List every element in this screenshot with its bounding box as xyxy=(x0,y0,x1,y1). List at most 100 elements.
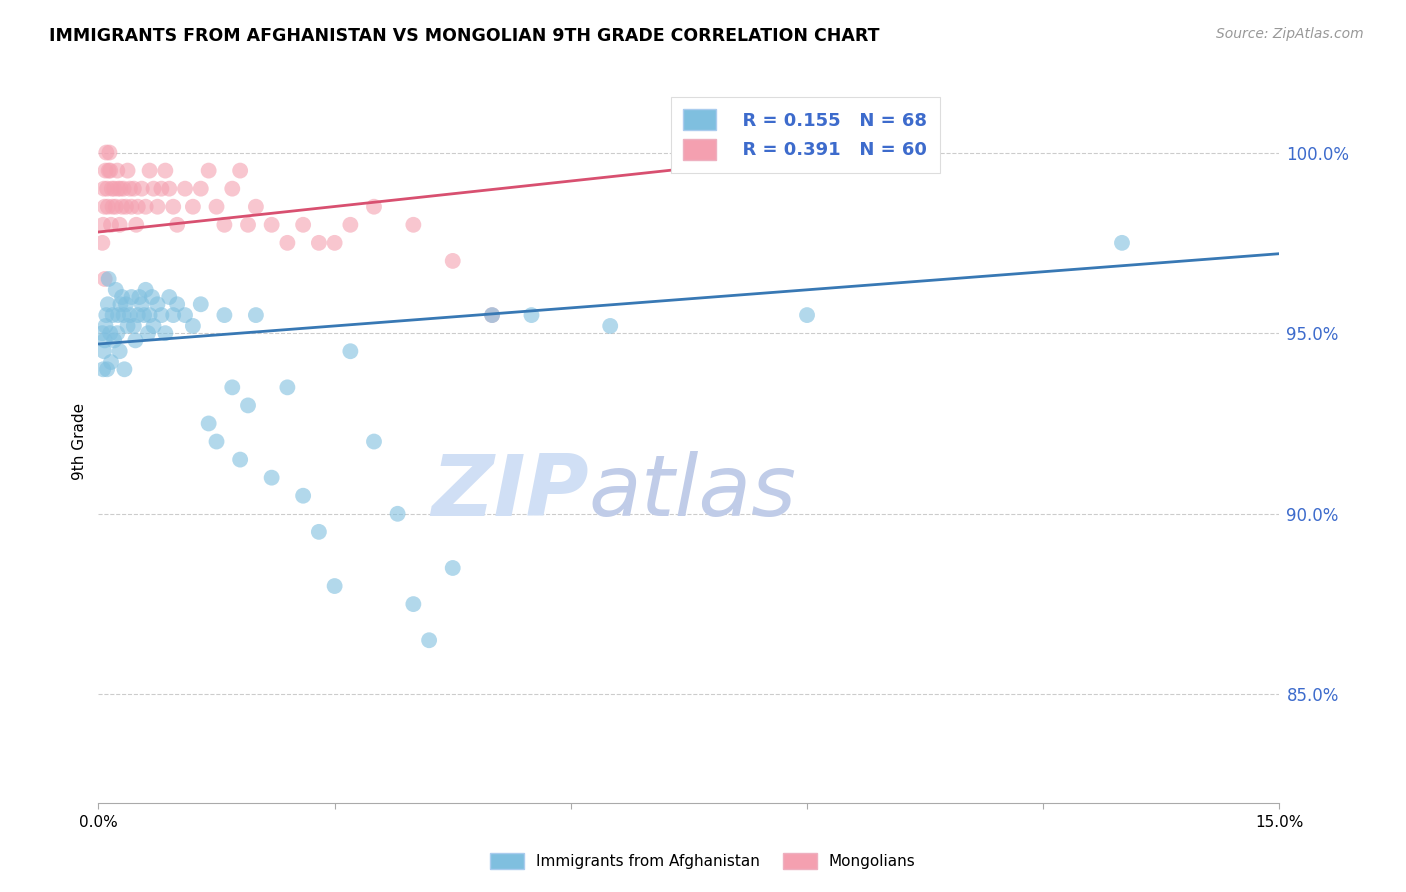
Point xyxy=(110,182,132,196)
Point xyxy=(111,200,134,214)
Point xyxy=(97,272,120,286)
Point xyxy=(181,200,204,214)
Point xyxy=(112,362,135,376)
Point xyxy=(107,308,129,322)
Text: Source: ZipAtlas.com: Source: ZipAtlas.com xyxy=(1216,27,1364,41)
Point xyxy=(127,200,149,214)
Point xyxy=(308,235,330,250)
Point xyxy=(105,163,128,178)
Point xyxy=(115,297,138,311)
Point xyxy=(599,318,621,333)
Point xyxy=(308,524,330,539)
Legend: Immigrants from Afghanistan, Mongolians: Immigrants from Afghanistan, Mongolians xyxy=(484,847,922,875)
Point xyxy=(111,290,134,304)
Point xyxy=(214,308,236,322)
Point xyxy=(108,344,131,359)
Point xyxy=(141,290,163,304)
Point xyxy=(363,434,385,449)
Point xyxy=(100,218,122,232)
Y-axis label: 9th Grade: 9th Grade xyxy=(72,403,87,480)
Point xyxy=(91,235,114,250)
Point xyxy=(121,200,143,214)
Point xyxy=(339,218,361,232)
Point xyxy=(181,318,204,333)
Point xyxy=(122,182,145,196)
Point xyxy=(236,399,259,413)
Point xyxy=(96,308,118,322)
Point xyxy=(221,380,243,394)
Text: IMMIGRANTS FROM AFGHANISTAN VS MONGOLIAN 9TH GRADE CORRELATION CHART: IMMIGRANTS FROM AFGHANISTAN VS MONGOLIAN… xyxy=(49,27,880,45)
Point xyxy=(94,163,117,178)
Point xyxy=(112,308,135,322)
Point xyxy=(146,297,169,311)
Point xyxy=(276,235,298,250)
Point xyxy=(276,380,298,394)
Point xyxy=(260,218,283,232)
Point xyxy=(441,254,464,268)
Point xyxy=(125,218,148,232)
Point xyxy=(402,218,425,232)
Point xyxy=(205,200,228,214)
Point xyxy=(205,434,228,449)
Point xyxy=(93,182,115,196)
Point xyxy=(363,200,385,214)
Point xyxy=(96,145,118,160)
Point xyxy=(260,471,283,485)
Point xyxy=(118,182,141,196)
Point xyxy=(441,561,464,575)
Point xyxy=(157,182,180,196)
Text: ZIP: ZIP xyxy=(430,450,589,533)
Point xyxy=(104,200,127,214)
Point xyxy=(101,308,124,322)
Point xyxy=(124,334,146,348)
Point xyxy=(91,326,114,341)
Point xyxy=(162,200,184,214)
Point xyxy=(112,182,135,196)
Point xyxy=(157,290,180,304)
Point xyxy=(481,308,503,322)
Point xyxy=(97,297,120,311)
Point xyxy=(190,297,212,311)
Point xyxy=(146,200,169,214)
Point xyxy=(245,200,267,214)
Point xyxy=(136,326,159,341)
Point xyxy=(162,308,184,322)
Point xyxy=(138,163,160,178)
Point xyxy=(221,182,243,196)
Point xyxy=(121,290,143,304)
Point xyxy=(418,633,440,648)
Point xyxy=(155,326,177,341)
Point xyxy=(150,182,173,196)
Point xyxy=(236,218,259,232)
Point xyxy=(128,290,150,304)
Point xyxy=(127,308,149,322)
Point xyxy=(110,297,132,311)
Point xyxy=(93,200,115,214)
Point xyxy=(108,218,131,232)
Point xyxy=(135,283,157,297)
Point xyxy=(323,235,346,250)
Point xyxy=(323,579,346,593)
Point xyxy=(138,308,160,322)
Point xyxy=(100,355,122,369)
Point xyxy=(107,182,129,196)
Point xyxy=(150,308,173,322)
Point xyxy=(197,417,219,431)
Point xyxy=(142,318,165,333)
Point xyxy=(166,218,188,232)
Point xyxy=(155,163,177,178)
Point xyxy=(197,163,219,178)
Point xyxy=(103,182,125,196)
Point xyxy=(131,297,153,311)
Point xyxy=(97,163,120,178)
Point xyxy=(93,344,115,359)
Point xyxy=(142,182,165,196)
Point xyxy=(93,334,115,348)
Point xyxy=(132,308,155,322)
Point xyxy=(481,308,503,322)
Point xyxy=(96,182,118,196)
Point xyxy=(122,318,145,333)
Point xyxy=(98,145,121,160)
Point xyxy=(105,326,128,341)
Point xyxy=(387,507,409,521)
